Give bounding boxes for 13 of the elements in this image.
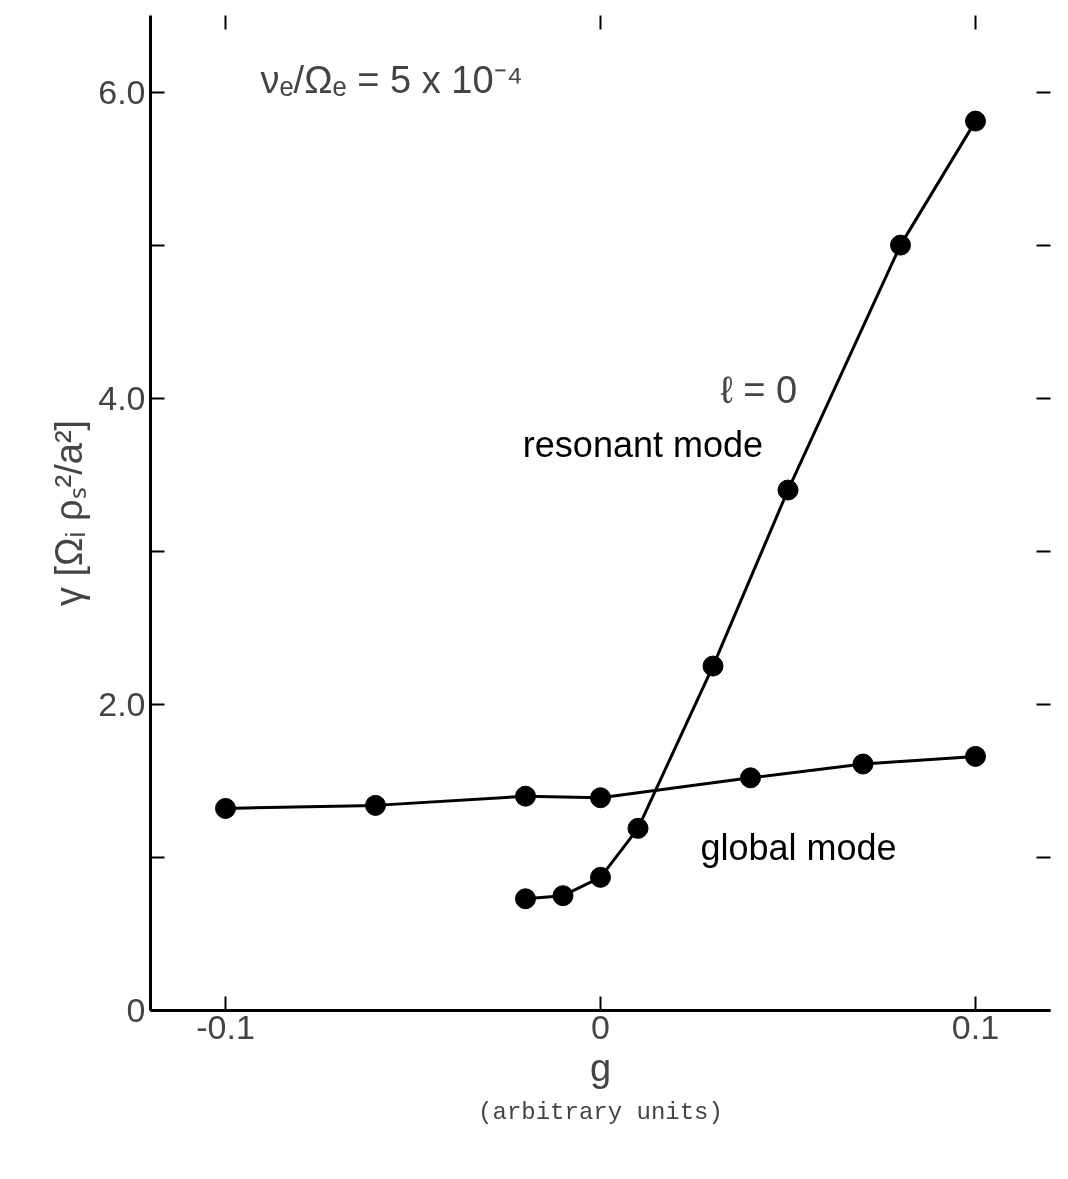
text: (arbitrary units): [478, 1098, 723, 1126]
series-label: resonant mode: [522, 424, 763, 466]
x-tick-label: 0.1: [951, 1007, 1000, 1046]
x-axis-title: g: [589, 1046, 612, 1089]
y-tick-label: 4.0: [98, 378, 146, 417]
y-axis-title: γ [Ωᵢ ρₛ²/a²]: [48, 419, 91, 607]
annotation: νₑ/Ωₑ = 5 x 10⁻⁴: [260, 58, 523, 101]
annotation: ℓ = 0: [720, 368, 798, 411]
y-tick-label: 2.0: [98, 684, 146, 723]
x-tick-label: 0: [591, 1007, 610, 1046]
y-tick-label: 6.0: [98, 72, 146, 111]
series-label: global mode: [700, 826, 897, 868]
x-tick-label: -0.1: [196, 1007, 255, 1046]
